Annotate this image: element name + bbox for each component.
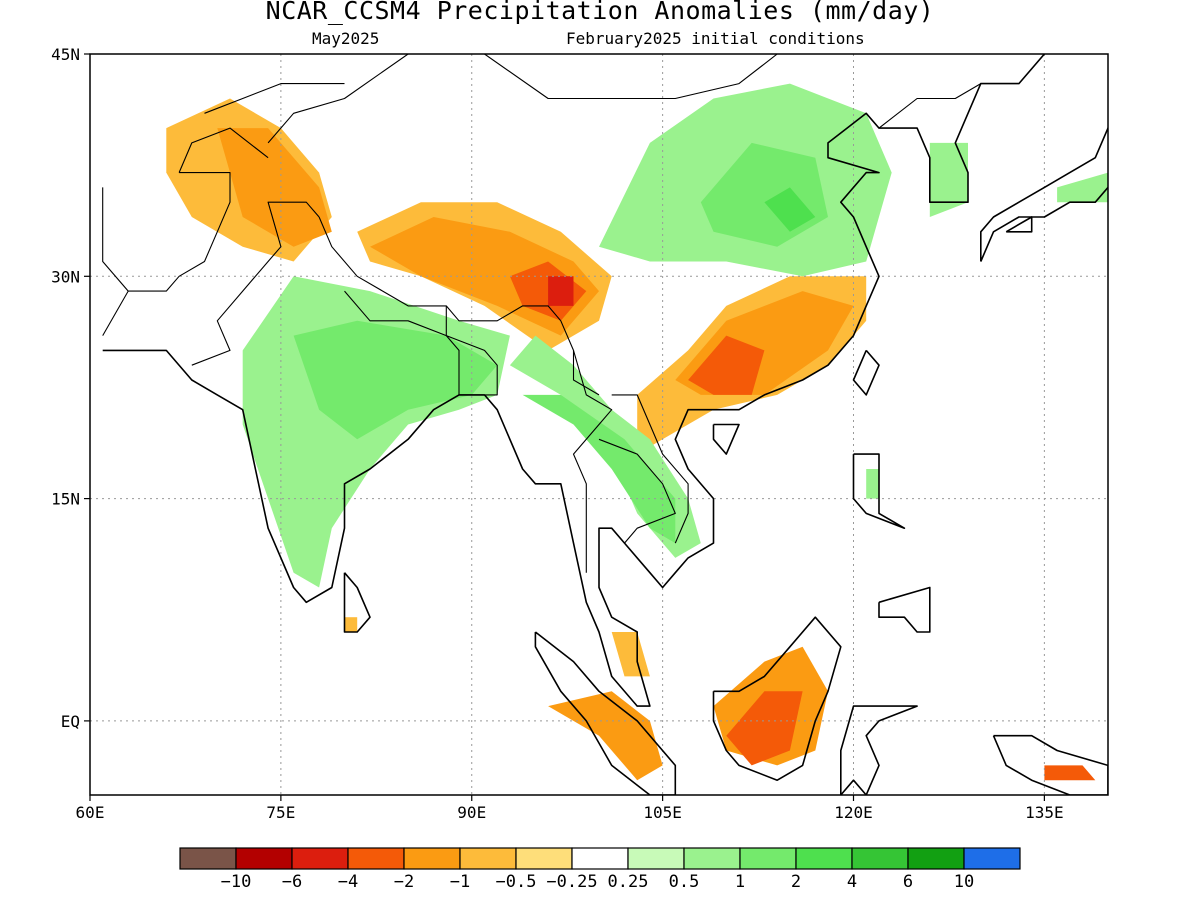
colorbar-label-10: 2 — [791, 872, 801, 892]
colorbar — [179, 847, 1021, 870]
anomaly-region-srilanka-dry — [344, 617, 358, 632]
colorbar-swatch-9 — [683, 847, 741, 870]
colorbar-swatch-12 — [851, 847, 909, 870]
lat-label-3: EQ — [61, 712, 80, 731]
border-tajik — [178, 127, 269, 173]
lon-label-2: 90E — [457, 803, 486, 822]
coastline-hainan — [712, 423, 740, 455]
anomaly-region-philippines-wet — [866, 469, 879, 499]
anomaly-region-new-guinea-dry — [1044, 765, 1096, 781]
coastline-mindanao — [878, 586, 931, 633]
colorbar-swatch-11 — [795, 847, 853, 870]
anomaly-region-north-china-peak — [764, 187, 816, 232]
coastline-sumatra — [534, 631, 677, 795]
colorbar-swatch-3 — [347, 847, 405, 870]
map-frame — [89, 53, 1109, 796]
gridlines — [90, 54, 1108, 795]
colorbar-label-9: 1 — [735, 872, 745, 892]
latitude-labels: 45N 30N 15N EQ — [51, 45, 90, 731]
colorbar-label-12: 6 — [903, 872, 913, 892]
border-himalaya — [318, 216, 600, 396]
border-pak-india — [191, 201, 320, 366]
colorbar-swatch-5 — [459, 847, 517, 870]
lon-label-0: 60E — [76, 803, 105, 822]
colorbar-swatch-7 — [571, 847, 629, 870]
coastline-luzon — [852, 453, 906, 530]
colorbar-label-7: 0.25 — [608, 872, 649, 892]
anomaly-region-western-himalaya-core — [217, 128, 332, 247]
anomaly-region-borneo-core — [726, 691, 803, 766]
coastline-new-guinea — [992, 734, 1108, 795]
colorbar-swatch-14 — [963, 847, 1021, 870]
colorbar-swatch-4 — [403, 847, 461, 870]
border-bangladesh — [445, 335, 498, 396]
coastline-sri-lanka — [343, 572, 371, 633]
lat-label-2: 15N — [51, 490, 80, 509]
border-thai-cambodia — [598, 438, 676, 544]
colorbar-swatch-6 — [515, 847, 573, 870]
border-china-north — [267, 54, 409, 144]
coastline-taiwan — [852, 349, 880, 396]
colorbar-label-8: 0.5 — [669, 872, 700, 892]
colorbar-swatch-10 — [739, 847, 797, 870]
coastline-shikoku — [1005, 216, 1033, 233]
colorbar-label-11: 4 — [847, 872, 857, 892]
anomaly-region-eastern-tibet-max — [548, 276, 574, 306]
border-kazakh-kyrgyz — [204, 83, 345, 114]
colorbar-label-2: −4 — [338, 872, 358, 892]
initial-conditions-label: February2025 initial conditions — [566, 29, 865, 48]
colorbar-label-4: −1 — [450, 872, 470, 892]
lon-label-3: 105E — [643, 803, 682, 822]
map-title: NCAR_CCSM4 Precipitation Anomalies (mm/d… — [265, 0, 935, 25]
lon-label-1: 75E — [266, 803, 295, 822]
colorbar-swatch-8 — [627, 847, 685, 870]
anomaly-region-south-china-peak — [688, 335, 765, 395]
lat-label-1: 30N — [51, 267, 80, 286]
anomaly-region-indochina-core — [522, 394, 676, 544]
border-afghan-pak — [128, 172, 231, 292]
anomaly-region-sumatra-north — [611, 632, 650, 677]
colorbar-swatch-13 — [907, 847, 965, 870]
anomaly-layer — [166, 83, 1108, 781]
coastline-indian-subcontinent — [102, 54, 1046, 707]
border-nepal-south — [344, 290, 447, 337]
colorbar-swatch-0 — [179, 847, 237, 870]
border-china-korea — [878, 83, 982, 129]
colorbar-swatch-1 — [235, 847, 293, 870]
anomaly-region-korea-wet — [929, 142, 968, 217]
colorbar-label-13: 10 — [954, 872, 974, 892]
anomaly-region-india-core — [293, 320, 498, 440]
coastline-japan-kyushu-honshu — [979, 126, 1108, 262]
longitude-labels: 60E 75E 90E 105E 120E 135E — [76, 795, 1064, 822]
lon-label-4: 120E — [834, 803, 873, 822]
lat-label-0: 45N — [51, 45, 80, 64]
colorbar-label-1: −6 — [282, 872, 302, 892]
lon-label-5: 135E — [1025, 803, 1064, 822]
border-myanmar-east — [572, 350, 613, 573]
coastlines — [102, 54, 1108, 795]
coastline-sulawesi — [839, 705, 918, 795]
valid-month-label: May2025 — [312, 29, 380, 48]
colorbar-label-3: −2 — [394, 872, 414, 892]
border-iran-afghan — [102, 187, 129, 336]
border-laos-vietnam — [611, 394, 689, 544]
anomaly-region-sumatra-dry — [548, 691, 663, 781]
colorbar-label-6: −0.25 — [546, 872, 597, 892]
colorbar-label-5: −0.5 — [496, 872, 537, 892]
colorbar-label-0: −10 — [221, 872, 252, 892]
colorbar-swatch-2 — [291, 847, 349, 870]
colorbar-labels: −10 −6 −4 −2 −1 −0.5 −0.25 0.25 0.5 1 2 4 6 10 — [221, 872, 975, 892]
coastline-borneo — [712, 616, 842, 782]
anomaly-region-japan-wet — [1057, 172, 1108, 203]
border-mongolia — [433, 54, 778, 100]
